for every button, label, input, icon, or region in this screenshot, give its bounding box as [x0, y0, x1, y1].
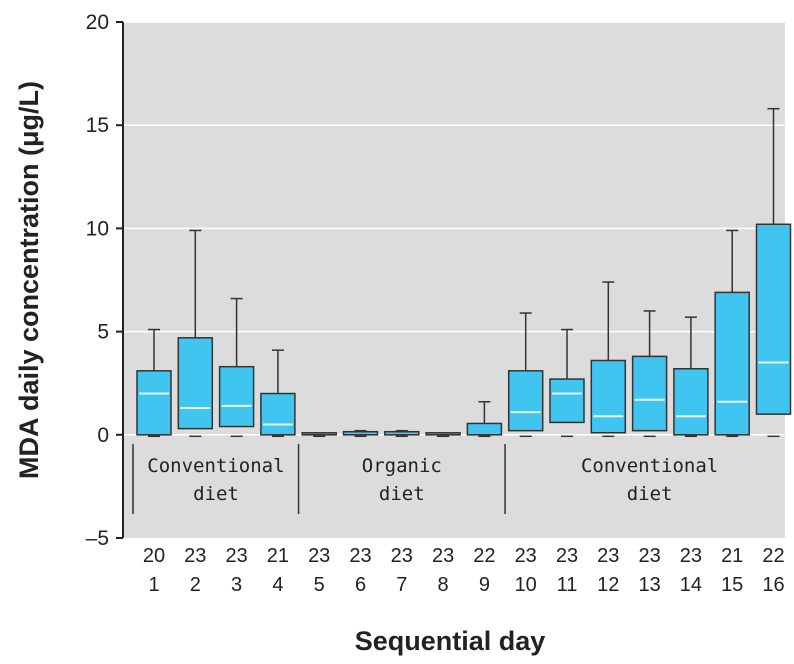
box-day-1	[136, 328, 172, 438]
box-iqr	[755, 223, 792, 415]
box-day-2	[177, 229, 214, 438]
day-label: 3	[231, 574, 242, 596]
y-tick-label: 0	[97, 424, 109, 447]
box-iqr	[384, 430, 420, 436]
sample-size-label: 23	[225, 545, 247, 567]
box-iqr	[673, 368, 709, 436]
y-tick-label: –5	[86, 527, 109, 550]
sample-size-label: 20	[143, 545, 165, 567]
sample-size-label: 23	[308, 545, 330, 567]
group-label-line2: diet	[193, 483, 239, 505]
sample-size-label: 23	[556, 545, 578, 567]
y-axis-title: MDA daily concentration (μg/L)	[14, 81, 44, 479]
plot-area	[123, 22, 785, 538]
sample-size-label: 22	[473, 545, 495, 567]
sample-size-label: 22	[762, 545, 784, 567]
day-label: 8	[438, 574, 449, 596]
box-day-5	[301, 432, 337, 438]
day-label: 16	[762, 574, 784, 596]
y-tick-label: 20	[86, 11, 109, 34]
box-iqr	[425, 432, 461, 436]
group-label-line2: diet	[379, 483, 425, 505]
box-iqr	[549, 378, 585, 424]
sample-size-label: 23	[391, 545, 413, 567]
sample-size-label: 21	[267, 545, 289, 567]
box-iqr	[466, 422, 503, 436]
box-day-14	[673, 316, 709, 438]
box-day-7	[384, 429, 420, 438]
box-iqr	[177, 337, 214, 430]
box-iqr	[301, 432, 337, 436]
group-label-line1: Organic	[362, 455, 442, 477]
day-label: 1	[148, 574, 159, 596]
box-iqr	[342, 430, 379, 436]
box-day-12	[590, 281, 627, 438]
day-label: 13	[638, 574, 660, 596]
group-label-line1: Conventional	[581, 455, 718, 477]
sample-size-label: 23	[349, 545, 371, 567]
box-day-11	[549, 328, 585, 438]
group-label-line1: Conventional	[147, 455, 284, 477]
box-iqr	[714, 291, 750, 436]
day-label: 11	[557, 574, 578, 596]
day-label: 4	[272, 574, 283, 596]
box-iqr	[631, 355, 668, 432]
diet-groups: Conventional diet Organic diet Conventional d…	[132, 444, 718, 514]
box-day-6	[342, 429, 379, 438]
box-day-10	[507, 312, 544, 438]
y-tick-label: 15	[86, 114, 109, 137]
sample-size-label: 23	[432, 545, 454, 567]
box-day-13	[631, 310, 668, 438]
y-tick-label: 10	[86, 217, 109, 240]
day-label: 5	[314, 574, 325, 596]
x-tick-labels: 20 1 23 2 23 3 21 4 23 5 23 6 23 7 23 8 22 9 23 10 23 11 23 12 2…	[143, 545, 785, 596]
day-label: 15	[721, 574, 743, 596]
sample-size-label: 23	[597, 545, 619, 567]
box-day-8	[425, 432, 461, 438]
box-iqr	[507, 370, 544, 432]
box-iqr	[590, 359, 627, 434]
sample-size-label: 23	[184, 545, 206, 567]
day-label: 7	[396, 574, 407, 596]
box-day-4	[260, 349, 296, 438]
day-label: 14	[680, 574, 702, 596]
day-label: 9	[479, 574, 490, 596]
y-axis: –5 0 5 10 15 20	[86, 11, 124, 550]
group-label-line2: diet	[627, 483, 673, 505]
boxes	[136, 107, 792, 438]
box-day-15	[714, 229, 750, 438]
sample-size-label: 23	[680, 545, 702, 567]
day-label: 12	[597, 574, 619, 596]
box-day-3	[218, 297, 255, 438]
sample-size-label: 23	[515, 545, 537, 567]
day-label: 10	[515, 574, 537, 596]
day-label: 6	[355, 574, 366, 596]
sample-size-label: 21	[721, 545, 743, 567]
sample-size-label: 23	[638, 545, 660, 567]
y-tick-label: 5	[97, 321, 109, 344]
box-iqr	[218, 365, 255, 428]
day-label: 2	[190, 574, 201, 596]
box-iqr	[260, 392, 296, 436]
box-iqr	[136, 370, 172, 436]
x-axis-title: Sequential day	[355, 626, 546, 656]
box-day-9	[466, 401, 503, 438]
box-day-16	[755, 107, 792, 438]
